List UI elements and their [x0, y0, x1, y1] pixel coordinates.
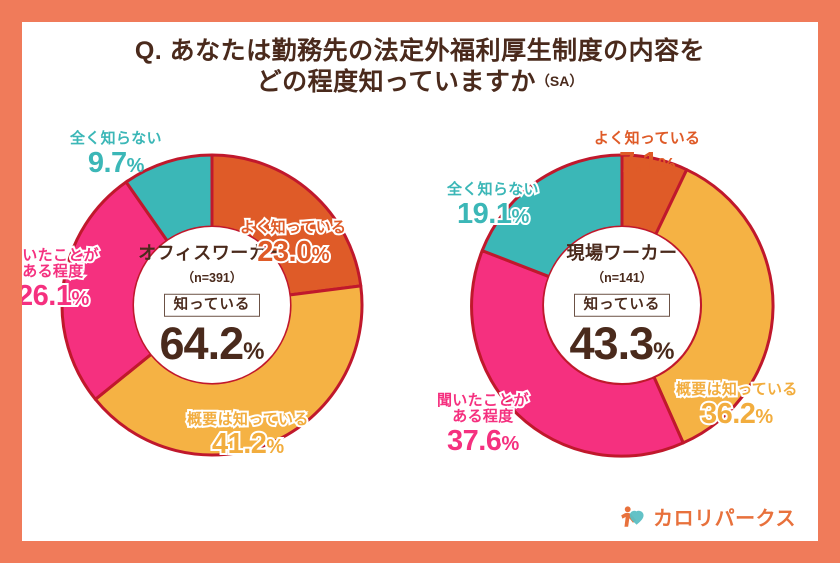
person-jump-icon [621, 505, 644, 527]
brand-wordmark: カロリパークス [653, 508, 796, 530]
title-line-1: Q. あなたは勤務先の法定外福利厚生制度の内容を [134, 37, 706, 65]
center-total-unit: % [653, 338, 675, 366]
center-label-sample-size: （n=141） [591, 270, 653, 285]
donut-chart-office-worker: オフィスワーカー （n=391） 知っている 64.2% よく知っている 23.… [22, 130, 392, 470]
center-label-name: オフィスワーカー [138, 242, 286, 263]
center-label-tag: 知っている [573, 293, 671, 318]
donut-svg-office [60, 153, 364, 457]
slice-field-gaiyou-wa-shitteiru [652, 168, 775, 445]
title-line-2-text: どの程度知っていますか [256, 68, 536, 97]
donut-center-office: オフィスワーカー （n=391） 知っている 64.2% [128, 242, 296, 366]
center-label-sample-size: （n=391） [181, 270, 243, 285]
donut-center-field: 現場ワーカー （n=141） 知っている 43.3% [538, 242, 706, 366]
center-total-value: 64.2 [159, 318, 245, 370]
title-sa-note: （SA） [535, 73, 584, 90]
center-label-total: 43.3% [538, 321, 706, 366]
center-total-unit: % [243, 338, 265, 366]
slice-field-kiita-koto-ga-aru-teido [470, 249, 685, 458]
center-label-total: 64.2% [128, 321, 296, 366]
donut-hole-field [544, 227, 700, 383]
center-label-tag: 知っている [163, 293, 261, 318]
center-total-value: 43.3 [569, 318, 655, 370]
donut-chart-field-worker: 現場ワーカー （n=141） 知っている 43.3% よく知っている 7.1% … [435, 130, 802, 470]
center-label-name: 現場ワーカー [566, 242, 678, 263]
brand-logo: カロリパークス [620, 502, 796, 531]
title-line-2: どの程度知っていますか（SA） [22, 67, 818, 98]
donut-hole-office [134, 227, 290, 383]
page-title: Q. あなたは勤務先の法定外福利厚生制度の内容を どの程度知っていますか（SA） [22, 36, 818, 99]
donut-svg-field [470, 153, 775, 458]
infographic-canvas: Q. あなたは勤務先の法定外福利厚生制度の内容を どの程度知っていますか（SA）… [22, 22, 818, 541]
